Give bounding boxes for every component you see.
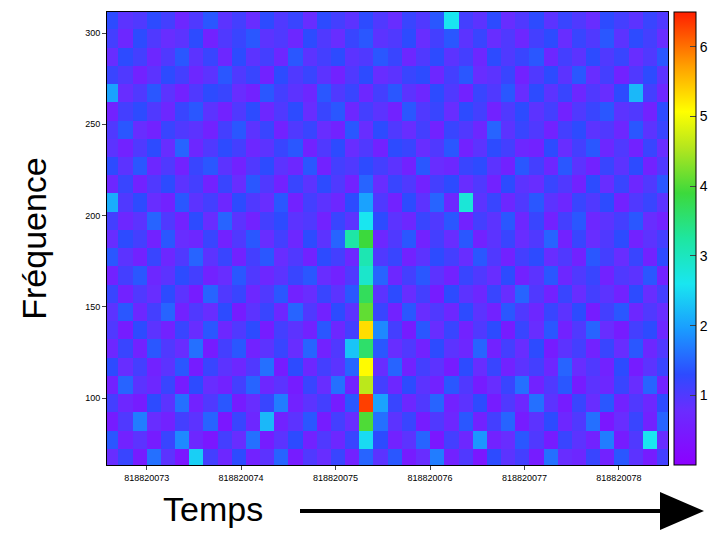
svg-text:6: 6 xyxy=(700,39,708,55)
svg-text:4: 4 xyxy=(700,178,708,194)
svg-text:818820076: 818820076 xyxy=(407,473,452,483)
svg-text:200: 200 xyxy=(85,211,100,221)
svg-text:2: 2 xyxy=(700,318,708,334)
svg-text:1: 1 xyxy=(700,387,708,403)
svg-text:Temps: Temps xyxy=(163,490,263,528)
svg-text:818820074: 818820074 xyxy=(219,473,264,483)
svg-text:818820075: 818820075 xyxy=(313,473,358,483)
svg-text:5: 5 xyxy=(700,108,708,124)
svg-text:818820078: 818820078 xyxy=(596,473,641,483)
svg-text:818820077: 818820077 xyxy=(502,473,547,483)
svg-text:818820073: 818820073 xyxy=(124,473,169,483)
svg-text:250: 250 xyxy=(85,119,100,129)
svg-text:3: 3 xyxy=(700,248,708,264)
svg-text:Fréquence: Fréquence xyxy=(15,157,53,320)
svg-text:300: 300 xyxy=(85,28,100,38)
svg-text:100: 100 xyxy=(85,393,100,403)
svg-text:150: 150 xyxy=(85,302,100,312)
